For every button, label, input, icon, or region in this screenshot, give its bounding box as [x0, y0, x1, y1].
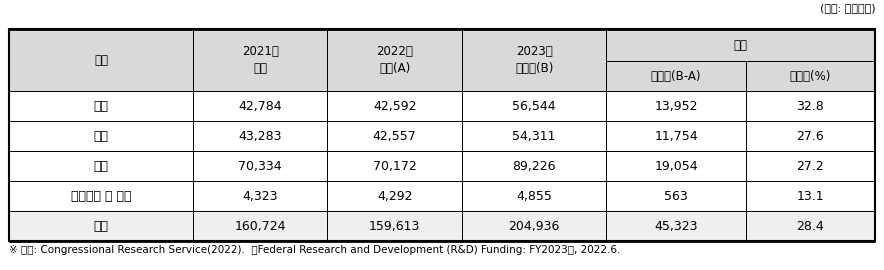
Text: (단위: 백만달러): (단위: 백만달러)	[819, 3, 875, 13]
Text: 43,283: 43,283	[239, 130, 282, 143]
Text: 54,311: 54,311	[513, 130, 556, 143]
Text: 4,855: 4,855	[516, 190, 552, 203]
Text: 2022년
추정(A): 2022년 추정(A)	[377, 45, 413, 75]
Text: 32.8: 32.8	[796, 100, 824, 113]
Text: 응용: 응용	[94, 130, 109, 143]
Text: 56,544: 56,544	[513, 100, 556, 113]
Text: 42,557: 42,557	[373, 130, 416, 143]
Text: 160,724: 160,724	[234, 220, 286, 233]
Text: 27.6: 27.6	[796, 130, 824, 143]
Text: 4,323: 4,323	[242, 190, 278, 203]
Text: 27.2: 27.2	[796, 160, 824, 173]
Text: 합계: 합계	[94, 220, 109, 233]
Text: 204,936: 204,936	[508, 220, 560, 233]
Text: 45,323: 45,323	[654, 220, 697, 233]
Text: 42,592: 42,592	[373, 100, 416, 113]
Text: 개발: 개발	[94, 160, 109, 173]
Text: 70,172: 70,172	[373, 160, 416, 173]
Text: 28.4: 28.4	[796, 220, 824, 233]
Text: 구분: 구분	[94, 53, 108, 66]
Text: 13,952: 13,952	[654, 100, 697, 113]
Text: 2021년
결산: 2021년 결산	[242, 45, 278, 75]
Text: 563: 563	[664, 190, 688, 203]
Text: 42,784: 42,784	[239, 100, 282, 113]
Text: 증감액(B-A): 증감액(B-A)	[651, 70, 701, 83]
Text: 89,226: 89,226	[513, 160, 556, 173]
Text: 4,292: 4,292	[377, 190, 413, 203]
Text: 11,754: 11,754	[654, 130, 697, 143]
Text: 13.1: 13.1	[796, 190, 824, 203]
Text: ※ 자료: Congressional Research Service(2022).  「Federal Research and Development (: ※ 자료: Congressional Research Service(202…	[9, 245, 621, 255]
Text: 70,334: 70,334	[239, 160, 282, 173]
Text: 159,613: 159,613	[369, 220, 421, 233]
Text: 증감: 증감	[734, 39, 748, 52]
Text: 증감율(%): 증감율(%)	[789, 70, 831, 83]
Text: 19,054: 19,054	[654, 160, 697, 173]
Text: 연구장비 및 시설: 연구장비 및 시설	[71, 190, 131, 203]
Text: 기초: 기초	[94, 100, 109, 113]
Text: 2023년
요구안(B): 2023년 요구안(B)	[514, 45, 553, 75]
